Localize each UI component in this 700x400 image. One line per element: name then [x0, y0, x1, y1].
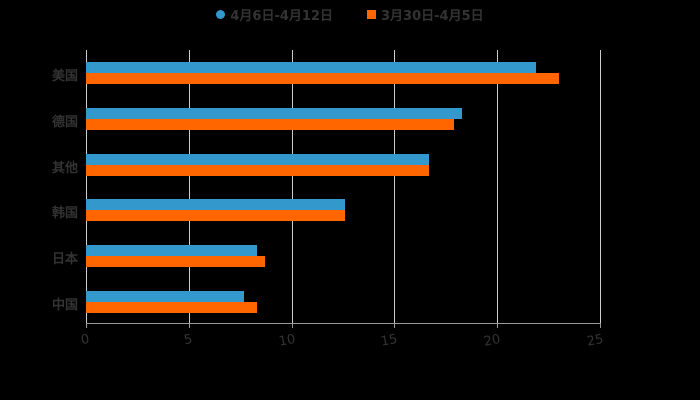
gridline [189, 50, 190, 323]
x-axis-line [86, 323, 601, 324]
y-category-label: 中国 [51, 298, 78, 313]
bar-series-1[interactable] [86, 154, 429, 165]
chart-legend: 4月6日-4月12日 3月30日-4月5日 [0, 4, 700, 24]
gridline [600, 50, 601, 323]
bar-series-1[interactable] [86, 108, 462, 119]
legend-marker-series-1 [216, 9, 226, 19]
y-category-label: 德国 [51, 115, 78, 130]
y-category-label: 其他 [51, 161, 78, 176]
bar-series-2[interactable] [86, 256, 265, 267]
gridline [497, 50, 498, 323]
legend-item-series-1[interactable]: 4月6日-4月12日 [216, 4, 333, 24]
x-tick [189, 323, 190, 328]
gridline [394, 50, 395, 323]
legend-marker-series-2 [367, 9, 376, 19]
x-tick-label: 0 [79, 332, 91, 349]
bar-series-1[interactable] [86, 245, 257, 256]
x-tick-label: 15 [379, 332, 399, 350]
x-tick [394, 323, 395, 328]
bar-series-2[interactable] [86, 210, 345, 221]
x-tick [497, 323, 498, 328]
y-category-label: 韩国 [51, 206, 78, 221]
x-tick-label: 5 [182, 332, 194, 349]
bar-series-2[interactable] [86, 119, 454, 130]
x-tick [86, 323, 87, 328]
bar-series-2[interactable] [86, 73, 559, 84]
legend-label-series-1: 4月6日-4月12日 [230, 8, 333, 24]
x-tick-label: 10 [277, 332, 297, 350]
y-category-label: 美国 [51, 69, 78, 84]
x-tick-label: 25 [585, 332, 605, 350]
x-tick [292, 323, 293, 328]
bar-series-2[interactable] [86, 165, 429, 176]
gridline [292, 50, 293, 323]
y-axis-line [86, 50, 87, 323]
bar-series-2[interactable] [86, 302, 257, 313]
legend-item-series-2[interactable]: 3月30日-4月5日 [367, 4, 484, 24]
y-category-label: 日本 [51, 252, 78, 267]
bar-series-1[interactable] [86, 291, 244, 302]
legend-label-series-2: 3月30日-4月5日 [381, 8, 484, 24]
bar-series-1[interactable] [86, 62, 536, 73]
x-tick [600, 323, 601, 328]
x-tick-label: 20 [482, 332, 502, 350]
bar-series-1[interactable] [86, 199, 345, 210]
